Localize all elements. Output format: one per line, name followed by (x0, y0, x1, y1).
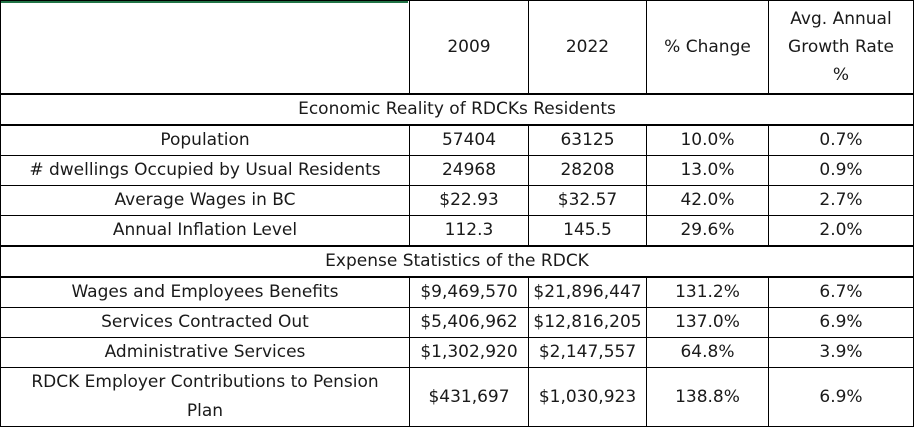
cell-growth[interactable]: 2.7% (768, 185, 914, 216)
cell-growth[interactable]: 6.7% (768, 276, 914, 308)
cell-2009[interactable]: 24968 (409, 155, 529, 186)
cell-2009[interactable]: 57404 (409, 124, 529, 156)
cell-change[interactable]: 13.0% (646, 155, 769, 186)
table-row: Services Contracted Out $5,406,962 $12,8… (0, 307, 914, 338)
cell-2022[interactable]: $12,816,205 (528, 307, 647, 338)
cell-2022[interactable]: 63125 (528, 124, 647, 156)
cell-2022[interactable]: $32.57 (528, 185, 647, 216)
cell-growth[interactable]: 0.9% (768, 155, 914, 186)
cell-2022[interactable]: 145.5 (528, 215, 647, 247)
section-2-title[interactable]: Expense Statistics of the RDCK (0, 245, 914, 278)
cell-change[interactable]: 131.2% (646, 276, 769, 308)
table-row: Administrative Services $1,302,920 $2,14… (0, 337, 914, 368)
header-2022[interactable]: 2022 (528, 0, 647, 95)
cell-2022[interactable]: $1,030,923 (528, 367, 647, 427)
row-label[interactable]: Administrative Services (0, 337, 410, 368)
row-label[interactable]: Average Wages in BC (0, 185, 410, 216)
cell-change[interactable]: 42.0% (646, 185, 769, 216)
header-growth[interactable]: Avg. Annual Growth Rate % (768, 0, 914, 95)
cell-growth[interactable]: 0.7% (768, 124, 914, 156)
cell-2009[interactable]: 112.3 (409, 215, 529, 247)
cell-2009[interactable]: $1,302,920 (409, 337, 529, 368)
header-2009[interactable]: 2009 (409, 0, 529, 95)
cell-2009[interactable]: $5,406,962 (409, 307, 529, 338)
cell-growth[interactable]: 3.9% (768, 337, 914, 368)
section-1-title[interactable]: Economic Reality of RDCKs Residents (0, 93, 914, 126)
section-title-row: Expense Statistics of the RDCK (0, 245, 914, 278)
cell-change[interactable]: 29.6% (646, 215, 769, 247)
cell-change[interactable]: 137.0% (646, 307, 769, 338)
cell-growth[interactable]: 6.9% (768, 307, 914, 338)
row-label[interactable]: Wages and Employees Benefits (0, 276, 410, 308)
header-row: 2009 2022 % Change Avg. Annual Growth Ra… (0, 0, 914, 95)
cell-growth[interactable]: 2.0% (768, 215, 914, 247)
header-change[interactable]: % Change (646, 0, 769, 95)
cell-change[interactable]: 138.8% (646, 367, 769, 427)
table-row: # dwellings Occupied by Usual Residents … (0, 155, 914, 186)
row-label[interactable]: # dwellings Occupied by Usual Residents (0, 155, 410, 186)
row-label[interactable]: RDCK Employer Contributions to Pension P… (0, 367, 410, 427)
table-row: Average Wages in BC $22.93 $32.57 42.0% … (0, 185, 914, 216)
header-label-cell[interactable] (0, 0, 410, 95)
cell-2022[interactable]: $2,147,557 (528, 337, 647, 368)
cell-change[interactable]: 64.8% (646, 337, 769, 368)
cell-2022[interactable]: 28208 (528, 155, 647, 186)
table-row: Population 57404 63125 10.0% 0.7% (0, 124, 914, 156)
row-label[interactable]: Annual Inflation Level (0, 215, 410, 247)
table-row: Wages and Employees Benefits $9,469,570 … (0, 276, 914, 308)
section-title-row: Economic Reality of RDCKs Residents (0, 93, 914, 126)
row-label[interactable]: Services Contracted Out (0, 307, 410, 338)
row-label[interactable]: Population (0, 124, 410, 156)
cell-2009[interactable]: $9,469,570 (409, 276, 529, 308)
cell-change[interactable]: 10.0% (646, 124, 769, 156)
cell-2009[interactable]: $431,697 (409, 367, 529, 427)
table-row: RDCK Employer Contributions to Pension P… (0, 367, 914, 427)
table-row: Annual Inflation Level 112.3 145.5 29.6%… (0, 215, 914, 247)
cell-growth[interactable]: 6.9% (768, 367, 914, 427)
cell-2022[interactable]: $21,896,447 (528, 276, 647, 308)
cell-2009[interactable]: $22.93 (409, 185, 529, 216)
